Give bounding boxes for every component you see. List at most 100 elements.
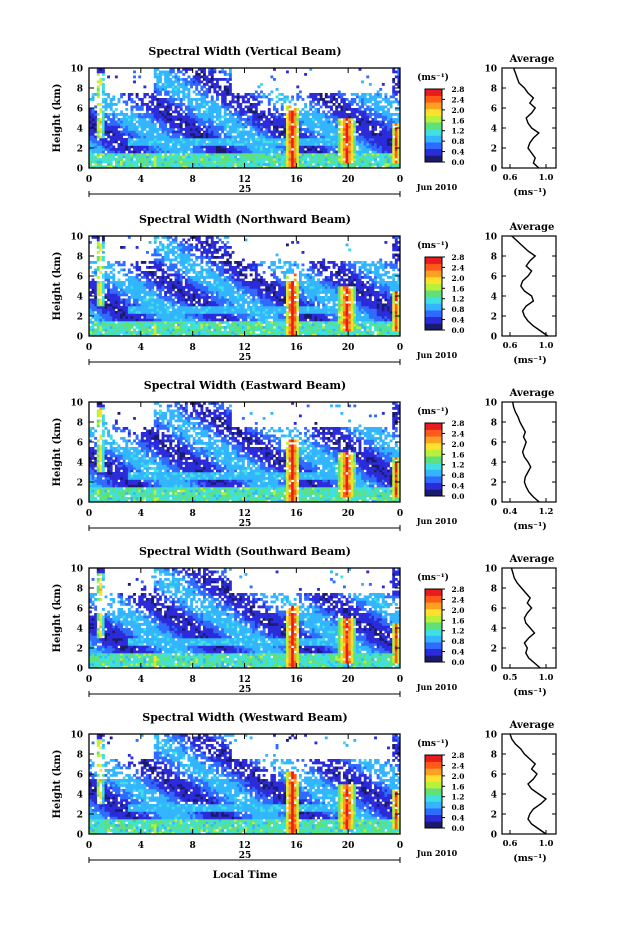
heatmap-cell	[171, 93, 175, 96]
heatmap-cell	[99, 333, 103, 337]
heatmap-cell	[221, 298, 225, 302]
heatmap-cell	[158, 291, 162, 294]
heatmap-cell	[265, 120, 269, 124]
heatmap-cell	[127, 160, 131, 164]
heatmap-cell	[213, 286, 217, 289]
heatmap-cell	[158, 241, 162, 244]
heatmap-cell	[197, 75, 201, 79]
heatmap-cell	[117, 135, 121, 139]
heatmap-cell	[91, 130, 95, 134]
heatmap-cell	[130, 286, 134, 289]
heatmap-cell	[213, 303, 217, 307]
heatmap-cell	[182, 331, 186, 334]
heatmap-cell	[203, 333, 206, 337]
heatmap-cell	[280, 148, 284, 151]
heatmap-cell	[148, 308, 152, 312]
heatmap-cell	[288, 110, 292, 114]
heatmap-cell	[210, 253, 214, 257]
heatmap-cell	[394, 100, 398, 104]
heatmap-cell	[114, 160, 118, 164]
heatmap-cell	[257, 120, 261, 124]
heatmap-cell	[361, 100, 365, 104]
heatmap-cell	[169, 303, 173, 307]
heatmap-cell	[301, 163, 305, 166]
heatmap-cell	[151, 98, 155, 101]
heatmap-cell	[192, 80, 196, 84]
heatmap-cell	[148, 140, 152, 144]
heatmap-cell	[138, 288, 142, 292]
heatmap-cell	[345, 140, 349, 144]
heatmap-cell	[112, 103, 116, 106]
heatmap-cell	[169, 248, 173, 252]
heatmap-cell	[241, 135, 245, 139]
heatmap-cell	[252, 128, 256, 131]
heatmap-cell	[112, 301, 116, 304]
heatmap-cell	[91, 143, 95, 146]
heatmap-cell	[317, 115, 320, 119]
heatmap-cell	[210, 268, 214, 272]
heatmap-cell	[291, 95, 295, 99]
heatmap-cell	[213, 133, 217, 136]
heatmap-cell	[348, 118, 352, 121]
heatmap-cell	[125, 331, 129, 334]
heatmap-cell	[247, 158, 250, 161]
heatmap-cell	[226, 80, 230, 84]
heatmap-cell	[210, 80, 214, 84]
heatmap-cell	[348, 148, 352, 151]
heatmap-cell	[158, 158, 162, 161]
heatmap-cell	[107, 308, 111, 312]
heatmap-cell	[158, 303, 162, 307]
heatmap-cell	[161, 328, 165, 332]
heatmap-cell	[270, 143, 274, 146]
heatmap-cell	[273, 130, 276, 134]
heatmap-cell	[184, 298, 188, 302]
heatmap-cell	[153, 278, 157, 282]
heatmap-cell	[171, 251, 175, 254]
heatmap-cell	[384, 95, 388, 99]
heatmap-cell	[130, 313, 134, 317]
heatmap-cell	[200, 75, 204, 79]
heatmap-cell	[148, 271, 152, 274]
heatmap-cell	[187, 298, 191, 302]
heatmap-cell	[140, 331, 144, 334]
heatmap-cell	[171, 298, 175, 302]
heatmap-cell	[182, 291, 186, 294]
heatmap-cell	[107, 298, 111, 302]
heatmap-cell	[187, 115, 191, 119]
heatmap-cell	[161, 133, 165, 136]
heatmap-cell	[208, 73, 212, 76]
heatmap-cell	[179, 160, 183, 164]
heatmap-cell	[327, 95, 331, 99]
heatmap-cell	[156, 148, 160, 151]
heatmap-cell	[187, 311, 191, 314]
heatmap-cell	[184, 138, 188, 141]
heatmap-cell	[244, 140, 248, 144]
heatmap-cell	[330, 160, 333, 164]
heatmap-cell	[127, 281, 131, 284]
heatmap-cell	[363, 103, 367, 106]
heatmap-cell	[392, 148, 396, 151]
heatmap-cell	[122, 263, 126, 267]
heatmap-cell	[187, 263, 191, 267]
heatmap-cell	[107, 278, 111, 282]
heatmap-cell	[203, 291, 206, 294]
heatmap-cell	[166, 158, 170, 161]
heatmap-cell	[117, 263, 121, 267]
heatmap-cell	[96, 130, 100, 134]
heatmap-cell	[309, 100, 313, 104]
heatmap-cell	[342, 143, 346, 146]
heatmap-cell	[169, 311, 173, 314]
heatmap-cell	[208, 120, 212, 124]
heatmap-cell	[228, 288, 232, 292]
heatmap-cell	[389, 128, 393, 131]
heatmap-cell	[99, 128, 103, 131]
heatmap-cell	[392, 123, 396, 126]
heatmap-cell	[275, 125, 279, 129]
heatmap-cell	[158, 283, 162, 287]
heatmap-cell	[184, 311, 188, 314]
heatmap-cell	[218, 326, 222, 329]
heatmap-cell	[345, 148, 349, 151]
heatmap-cell	[153, 153, 157, 156]
heatmap-cell	[200, 321, 204, 324]
heatmap-cell	[117, 286, 121, 289]
